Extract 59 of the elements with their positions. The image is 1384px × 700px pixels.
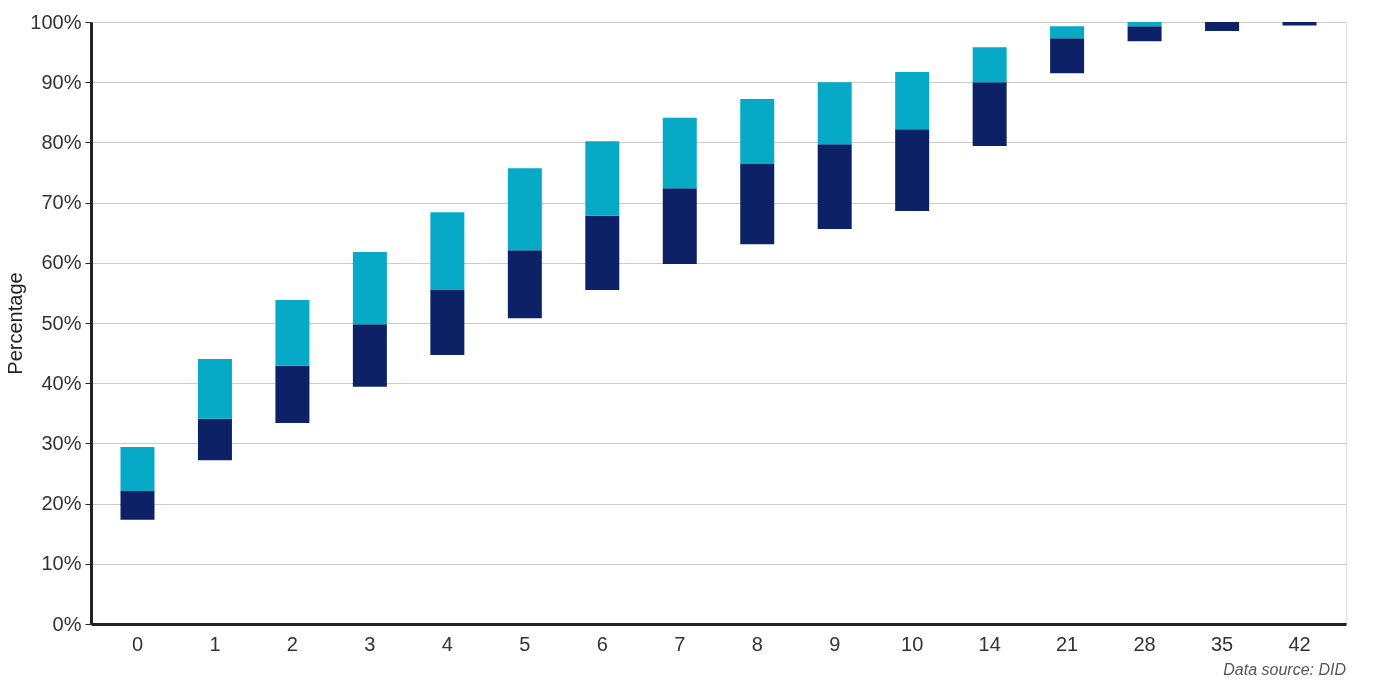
y-tick-label: 70% xyxy=(41,191,82,214)
bar xyxy=(197,359,232,419)
x-tick-label: 7 xyxy=(674,632,686,655)
bar xyxy=(895,129,930,212)
bar xyxy=(430,212,465,290)
bar xyxy=(430,289,465,355)
bar xyxy=(120,447,155,491)
x-tick-label: 28 xyxy=(1133,632,1156,655)
y-tick-label: 40% xyxy=(41,371,82,394)
bar xyxy=(275,365,310,423)
x-tick-label: 9 xyxy=(829,632,841,655)
bar xyxy=(740,164,775,245)
bar xyxy=(1205,22,1240,32)
bar xyxy=(1127,22,1162,27)
x-tick-label: 42 xyxy=(1288,632,1311,655)
bar xyxy=(120,490,155,520)
x-tick-label: 1 xyxy=(209,632,221,655)
x-tick-label: 21 xyxy=(1055,632,1079,655)
bar xyxy=(817,144,852,230)
x-tick-label: 3 xyxy=(364,632,376,655)
bar xyxy=(585,215,620,290)
bar xyxy=(507,250,542,319)
bar xyxy=(740,99,775,165)
bar xyxy=(662,188,697,264)
bar xyxy=(972,47,1007,83)
y-tick-label: 80% xyxy=(41,130,82,153)
source-note: Data source: DID xyxy=(1223,661,1347,678)
y-tick-label: 90% xyxy=(41,70,82,93)
bar xyxy=(1127,26,1162,42)
bar xyxy=(585,141,620,216)
bar xyxy=(275,300,310,366)
x-tick-label: 10 xyxy=(901,632,924,655)
y-tick-label: 20% xyxy=(41,492,82,515)
bar xyxy=(197,418,232,461)
x-tick-label: 5 xyxy=(519,632,531,655)
x-tick-label: 8 xyxy=(751,632,763,655)
bar xyxy=(1282,22,1317,26)
x-tick-label: 4 xyxy=(441,632,453,655)
y-tick-label: 0% xyxy=(52,612,82,635)
y-tick-label: 10% xyxy=(41,552,82,575)
y-tick-label: 100% xyxy=(30,10,82,33)
bar xyxy=(1050,38,1085,74)
x-tick-label: 6 xyxy=(596,632,608,655)
bar xyxy=(972,82,1007,147)
y-tick-label: 60% xyxy=(41,251,82,274)
bar xyxy=(895,71,930,130)
y-axis-title: Percentage xyxy=(4,272,27,375)
x-tick-label: 35 xyxy=(1210,632,1234,655)
x-tick-label: 14 xyxy=(978,632,1001,655)
bar xyxy=(817,82,852,145)
y-tick-label: 30% xyxy=(41,431,82,454)
bar xyxy=(352,251,387,325)
x-tick-label: 2 xyxy=(286,632,298,655)
x-tick-label: 0 xyxy=(131,632,144,655)
bar xyxy=(662,117,697,189)
bar xyxy=(507,168,542,251)
bar xyxy=(352,324,387,387)
bar xyxy=(1050,26,1085,39)
y-tick-label: 50% xyxy=(41,311,82,334)
